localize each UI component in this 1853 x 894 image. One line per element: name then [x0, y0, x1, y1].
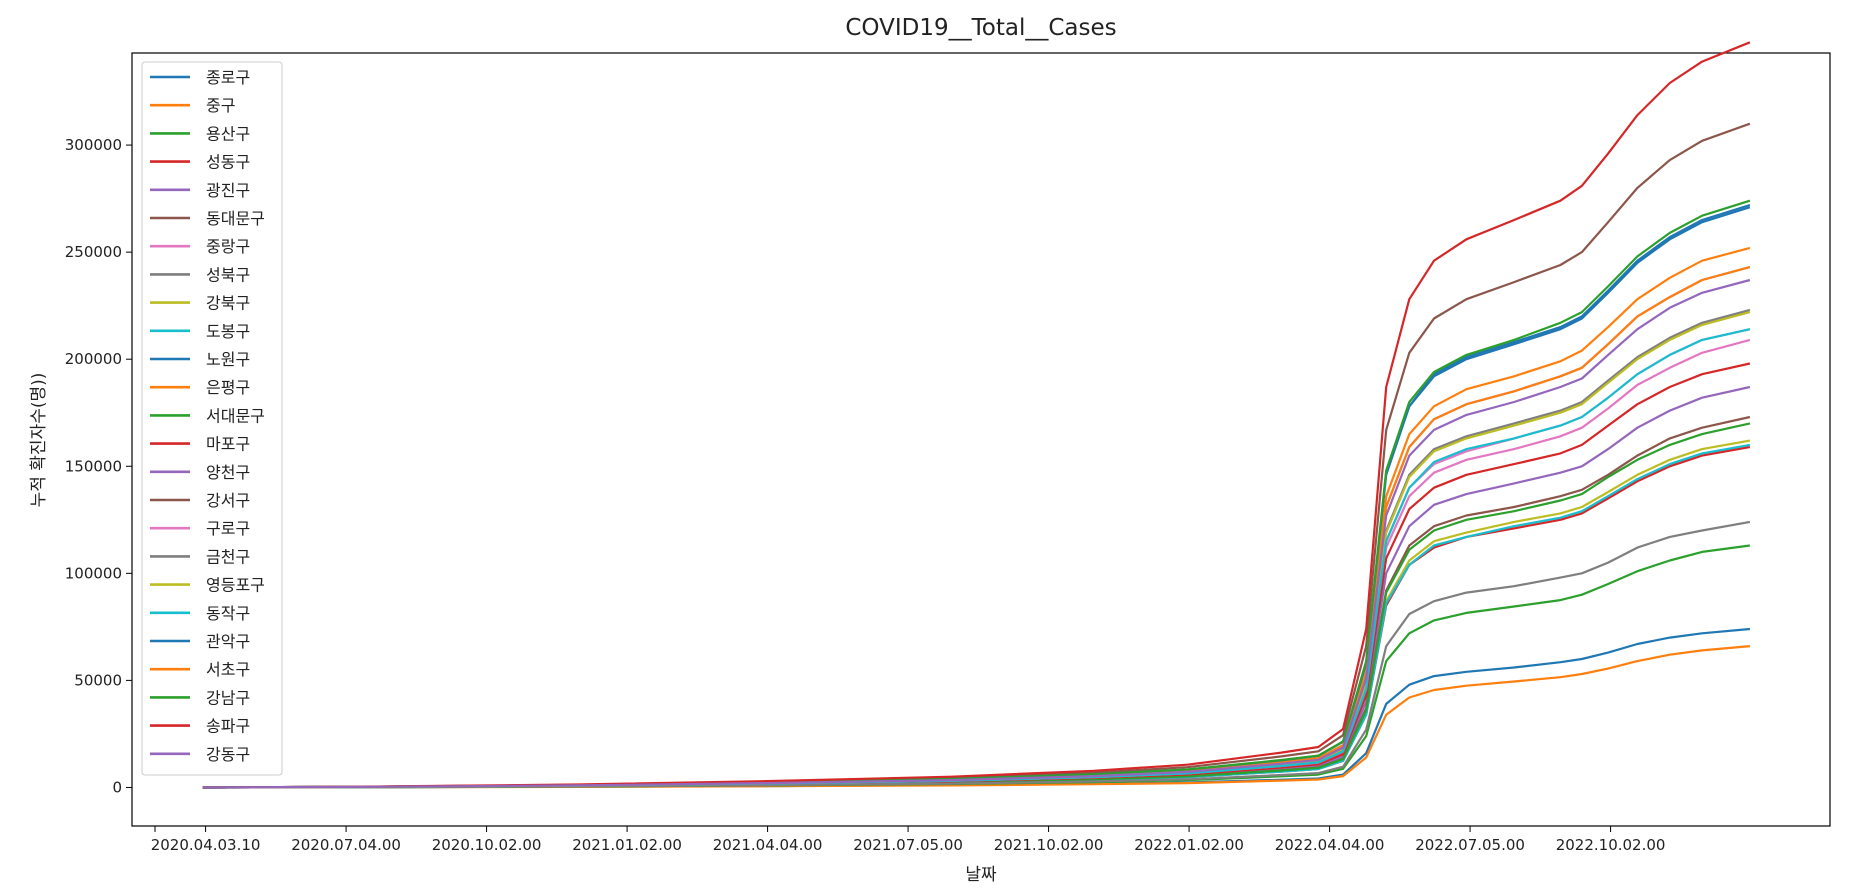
- legend-label: 금천구: [206, 547, 250, 566]
- x-tick-label: 2022.07.05.00: [1415, 836, 1525, 854]
- legend-label: 노원구: [206, 350, 250, 369]
- series-line-18: [202, 520, 1751, 789]
- y-tick-label: 0: [112, 778, 122, 796]
- y-tick-label: 300000: [65, 136, 122, 154]
- legend-label: 관악구: [206, 632, 250, 651]
- series-lines: [202, 41, 1751, 789]
- y-tick-label: 150000: [65, 457, 122, 475]
- legend-label: 구로구: [206, 519, 250, 538]
- legend-label: 동작구: [206, 604, 250, 623]
- legend-label: 양천구: [206, 463, 250, 482]
- x-axis-label: 날짜: [965, 865, 997, 885]
- legend-label: 서대문구: [206, 406, 265, 425]
- series-line-25: [202, 278, 1751, 789]
- legend-label: 성북구: [206, 265, 250, 284]
- legend-label: 강서구: [206, 491, 250, 510]
- x-tick-label: 2021.10.02.00: [994, 836, 1104, 854]
- legend-box: [141, 61, 283, 776]
- legend-label: 강남구: [206, 688, 250, 707]
- y-tick-label: 100000: [65, 564, 122, 582]
- legend-label: 중구: [206, 96, 235, 115]
- x-tick-label: 2021.01.02.00: [572, 836, 682, 854]
- x-tick-label: 2020.10.02.00: [432, 836, 542, 854]
- legend-label: 강동구: [206, 745, 250, 764]
- x-tick-label: 2021.07.05.00: [853, 836, 963, 854]
- series-line-2: [202, 645, 1750, 789]
- y-axis-ticks: 0 50000 100000 150000 200000 250000 300000: [65, 136, 132, 796]
- legend-label: 도봉구: [206, 322, 250, 341]
- legend-label: 종로구: [206, 68, 250, 87]
- plot-area: [131, 52, 1831, 827]
- y-tick-label: 200000: [65, 350, 122, 368]
- x-tick-label: 2022.01.02.00: [1134, 836, 1244, 854]
- legend-label: 강북구: [206, 294, 250, 313]
- x-axis-ticks: 2020.04.03.10 2020.07.04.00 2020.10.02.00 2…: [151, 826, 1666, 854]
- legend-label: 광진구: [206, 181, 250, 200]
- x-tick-label: 2021.04.04.00: [713, 836, 823, 854]
- legend-label: 은평구: [206, 378, 250, 397]
- series-line-24: [202, 41, 1751, 789]
- x-tick-label: 2022.04.04.00: [1275, 836, 1385, 854]
- chart-title: COVID19__Total__Cases: [845, 15, 1116, 41]
- y-tick-label: 250000: [65, 243, 122, 261]
- legend-label: 성동구: [206, 153, 250, 172]
- legend-label: 서초구: [206, 660, 250, 679]
- y-axis-label: 누적 확진자수(명)): [29, 373, 49, 508]
- x-tick-label: 2020.04.03.10: [151, 836, 261, 854]
- x-tick-label: 2020.07.04.00: [291, 836, 401, 854]
- x-tick-label: 2022.10.02.00: [1556, 836, 1666, 854]
- y-tick-label: 50000: [74, 671, 122, 689]
- legend-label: 용산구: [206, 124, 250, 143]
- legend-label: 마포구: [206, 435, 250, 454]
- legend: 종로구중구용산구성동구광진구동대문구중랑구성북구강북구도봉구노원구은평구서대문구…: [141, 61, 283, 776]
- legend-label: 동대문구: [206, 209, 265, 228]
- legend-label: 영등포구: [206, 576, 265, 595]
- legend-label: 중랑구: [206, 237, 250, 256]
- legend-label: 송파구: [206, 717, 250, 736]
